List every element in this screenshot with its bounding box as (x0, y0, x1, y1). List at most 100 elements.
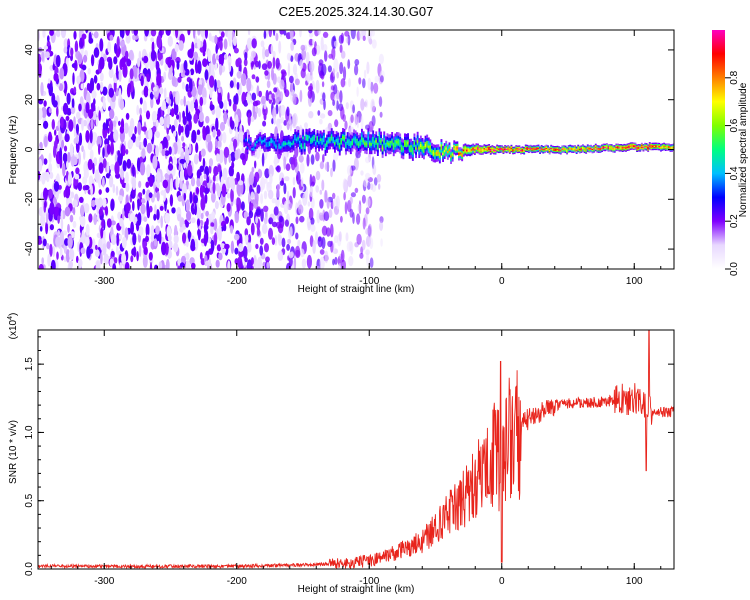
noise-speckle (127, 83, 132, 91)
noise-speckle (258, 60, 261, 70)
noise-speckle (369, 237, 374, 250)
noise-speckle (185, 199, 190, 213)
noise-speckle (318, 212, 323, 220)
noise-speckle (190, 238, 196, 252)
noise-speckle (357, 203, 361, 213)
noise-speckle (136, 157, 141, 172)
noise-speckle (268, 227, 273, 240)
noise-speckle (244, 51, 248, 61)
carrier-band-segment (572, 148, 575, 150)
noise-speckle (193, 195, 198, 204)
carrier-band-segment (334, 142, 336, 145)
noise-speckle (136, 251, 139, 262)
noise-speckle (226, 202, 231, 212)
noise-speckle (199, 184, 204, 198)
noise-speckle (236, 197, 240, 205)
noise-speckle (309, 60, 315, 73)
noise-speckle (197, 60, 202, 74)
colorbar-label: Normalized spectral amplitude (738, 82, 749, 217)
noise-speckle (336, 100, 339, 111)
carrier-band-segment (256, 141, 258, 143)
carrier-band-segment (286, 142, 289, 145)
noise-speckle (179, 227, 184, 233)
noise-speckle (350, 165, 356, 171)
noise-speckle (163, 87, 167, 100)
noise-speckle (139, 162, 146, 176)
carrier-band-segment (504, 148, 506, 150)
carrier-band-segment (316, 137, 319, 141)
carrier-band-segment (563, 148, 565, 150)
noise-speckle (156, 73, 162, 86)
noise-speckle (76, 111, 81, 120)
noise-speckle (168, 146, 172, 155)
noise-speckle (272, 50, 276, 58)
carrier-band-segment (340, 139, 343, 143)
noise-speckle (49, 224, 55, 231)
noise-speckle (55, 30, 61, 37)
noise-speckle (235, 93, 239, 105)
noise-speckle (205, 210, 210, 217)
carrier-band-segment (609, 147, 611, 149)
noise-speckle (170, 178, 173, 192)
carrier-band-segment (478, 149, 481, 151)
carrier-band-segment (590, 148, 592, 150)
noise-speckle (264, 70, 269, 76)
y-tick-label: 1.0 (24, 425, 35, 439)
noise-speckle (340, 249, 345, 263)
noise-speckle (143, 137, 148, 148)
noise-speckle (148, 175, 154, 187)
noise-speckle (64, 133, 70, 143)
noise-speckle (178, 111, 182, 123)
noise-speckle (243, 211, 249, 219)
noise-speckle (125, 202, 131, 212)
noise-speckle (40, 82, 44, 96)
noise-speckle (248, 210, 254, 219)
noise-speckle (292, 187, 296, 199)
noise-speckle (230, 240, 235, 254)
noise-speckle (205, 125, 210, 137)
noise-speckle (107, 127, 110, 134)
noise-speckle (109, 120, 114, 133)
noise-speckle (204, 260, 209, 266)
noise-speckle (210, 226, 214, 235)
noise-speckle (192, 30, 196, 39)
noise-speckle (299, 59, 304, 70)
noise-speckle (207, 49, 212, 62)
noise-speckle (75, 134, 79, 144)
noise-speckle (224, 243, 230, 250)
noise-speckle (256, 184, 261, 194)
noise-speckle (322, 31, 329, 38)
noise-speckle (114, 257, 118, 264)
noise-speckle (87, 143, 93, 151)
noise-speckle (158, 230, 162, 245)
noise-speckle (261, 63, 268, 71)
noise-speckle (278, 234, 283, 246)
noise-speckle (290, 251, 294, 258)
noise-speckle (54, 139, 58, 149)
carrier-band-segment (354, 138, 357, 142)
noise-speckle (360, 170, 364, 176)
noise-speckle (310, 224, 316, 233)
noise-speckle (289, 75, 294, 84)
noise-speckle (370, 30, 375, 37)
noise-speckle (283, 156, 287, 170)
noise-speckle (159, 143, 163, 154)
noise-speckle (228, 153, 232, 163)
noise-speckle (108, 68, 114, 79)
noise-speckle (222, 131, 227, 144)
noise-speckle (332, 68, 335, 77)
carrier-band-segment (493, 149, 495, 151)
noise-speckle (246, 259, 253, 269)
carrier-band-segment (550, 148, 553, 150)
noise-speckle (130, 221, 135, 235)
noise-speckle (212, 129, 216, 138)
noise-speckle (91, 131, 98, 144)
noise-speckle (228, 144, 233, 150)
noise-speckle (196, 178, 201, 187)
noise-speckle (220, 176, 224, 187)
carrier-band-segment (435, 151, 438, 155)
carrier-band-segment (513, 149, 516, 151)
carrier-band-segment (612, 148, 615, 150)
noise-speckle (213, 165, 219, 177)
noise-speckle (98, 208, 104, 216)
